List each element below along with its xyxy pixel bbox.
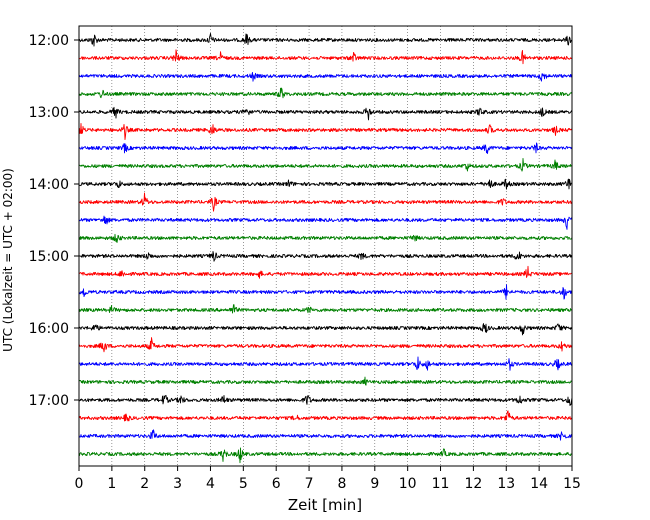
trace-row: [79, 233, 572, 244]
x-tick-label: 12: [464, 476, 482, 492]
y-tick-label: 16:00: [29, 321, 69, 337]
trace-row: [79, 323, 572, 336]
trace-row: [79, 49, 572, 65]
plot-frame: [78, 25, 573, 467]
y-axis-label: UTC (Lokalzeit = UTC + 02:00): [1, 168, 15, 352]
trace-row: [79, 410, 572, 422]
trace-row: [79, 192, 572, 212]
trace-row: [79, 429, 572, 441]
x-tick-label: 3: [173, 476, 182, 492]
y-tick-label: 15:00: [29, 249, 69, 265]
y-tick-label: 12:00: [29, 33, 69, 49]
trace-row: [79, 376, 572, 386]
x-tick-label: 11: [432, 476, 450, 492]
x-tick-label: 15: [563, 476, 581, 492]
x-tick-label: 5: [239, 476, 248, 492]
trace-row: [79, 337, 572, 353]
y-tick-label: 17:00: [29, 393, 69, 409]
y-axis-ticks: 12:00 13:00 14:00 15:00 16:00 17:00: [29, 33, 79, 409]
trace-row: [79, 106, 572, 121]
x-tick-label: 10: [399, 476, 417, 492]
x-tick-label: 6: [272, 476, 281, 492]
trace-row: [79, 157, 572, 172]
trace-row: [79, 87, 572, 99]
x-tick-label: 13: [497, 476, 515, 492]
seismogram-traces: [79, 33, 572, 464]
trace-row: [79, 356, 572, 371]
y-tick-label: 14:00: [29, 177, 69, 193]
trace-row: [79, 142, 572, 154]
trace-row: [79, 265, 572, 279]
vertical-grid: [111, 26, 540, 466]
x-tick-label: 8: [337, 476, 346, 492]
trace-row: [79, 394, 572, 407]
trace-row: [79, 447, 572, 464]
x-tick-label: 0: [75, 476, 84, 492]
x-tick-label: 1: [107, 476, 116, 492]
trace-row: [79, 122, 572, 141]
trace-row: [79, 71, 572, 82]
x-tick-label: 2: [140, 476, 149, 492]
trace-row: [79, 284, 572, 300]
x-tick-label: 9: [370, 476, 379, 492]
trace-row: [79, 178, 572, 190]
trace-row: [79, 304, 572, 314]
x-tick-label: 14: [530, 476, 548, 492]
x-axis-label: Zeit [min]: [288, 496, 362, 514]
trace-row: [79, 251, 572, 262]
x-axis-ticks: 0 1 2 3 4 5 6 7 8 9 10 11 12 13 14 15: [75, 466, 581, 492]
y-tick-label: 13:00: [29, 105, 69, 121]
trace-row: [79, 215, 572, 230]
x-tick-label: 4: [206, 476, 215, 492]
trace-row: [79, 33, 572, 47]
x-tick-label: 7: [305, 476, 314, 492]
